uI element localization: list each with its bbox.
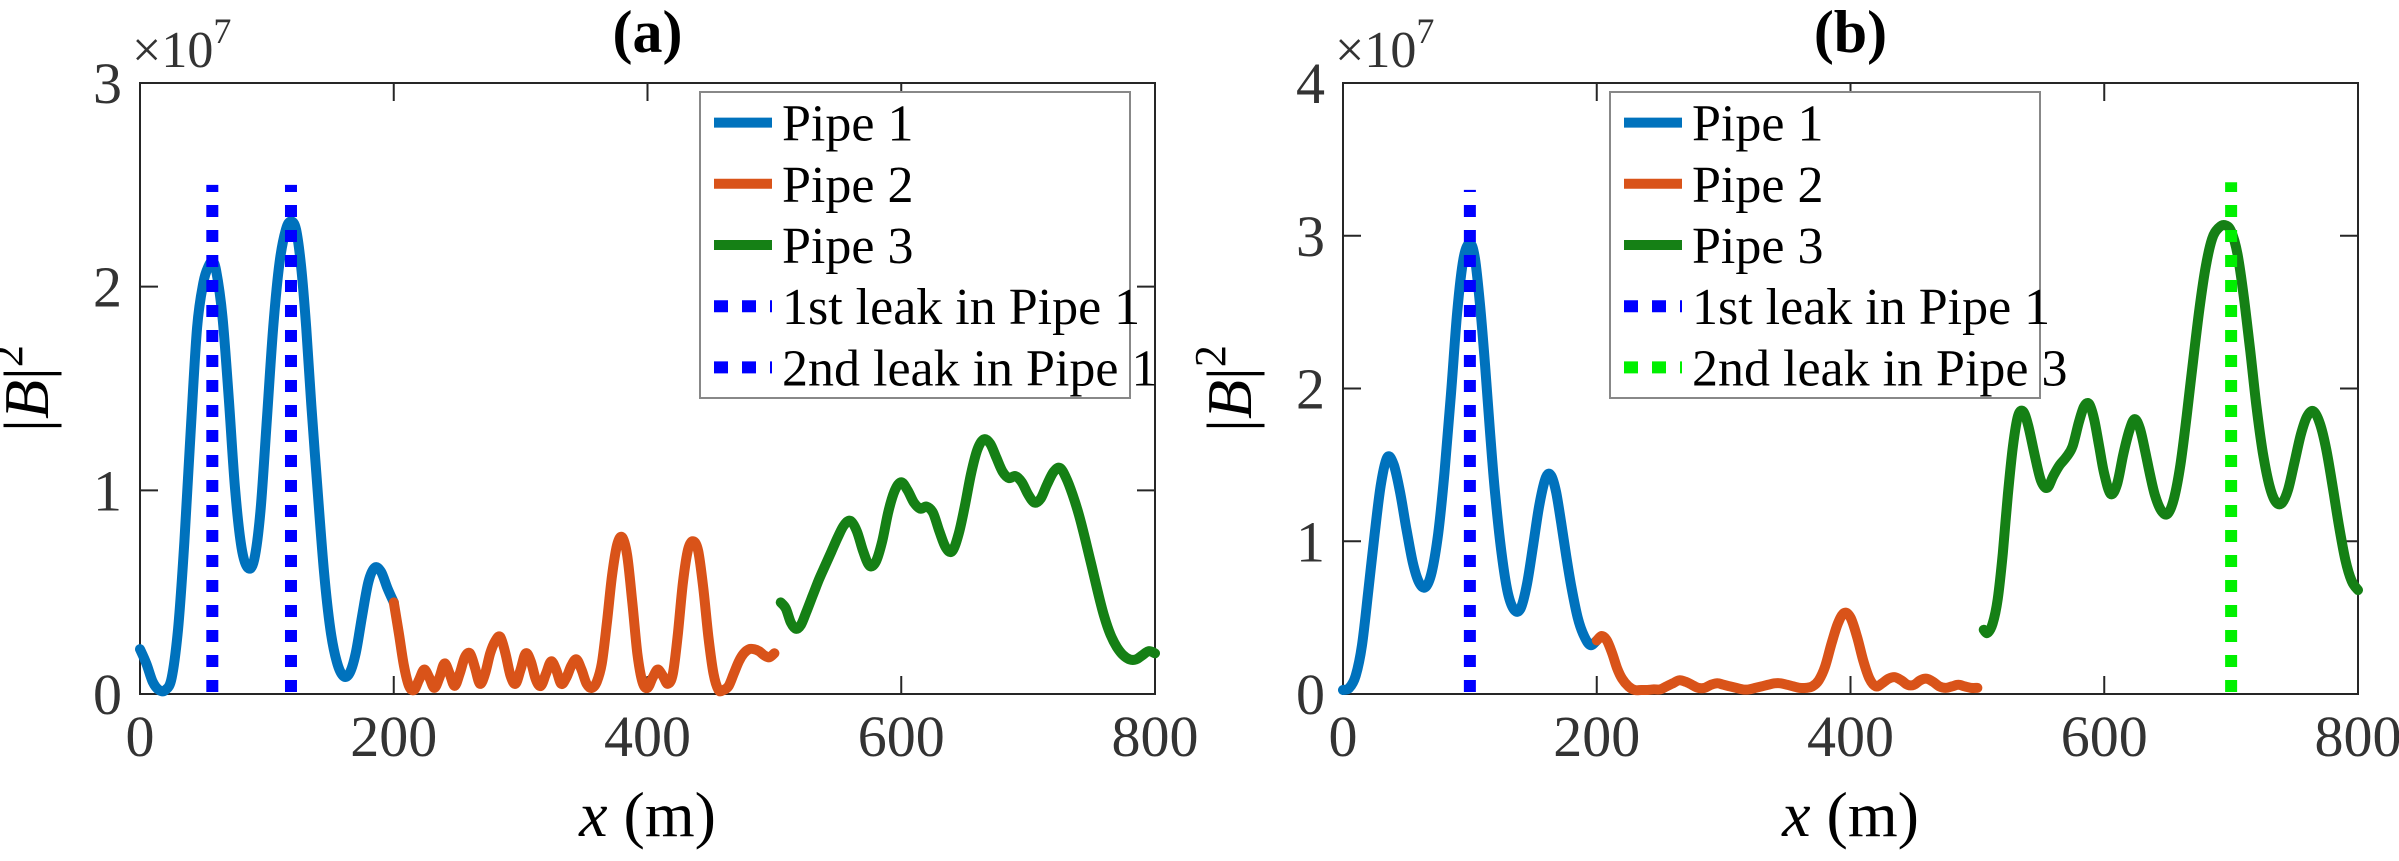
exponent-superscript: 7 xyxy=(213,11,231,51)
x-axis-label: x (m) xyxy=(1781,779,1919,850)
y-axis-label-superscript: 2 xyxy=(1186,345,1235,367)
y-axis-label: |B|2 xyxy=(0,345,62,432)
legend-item: 1st leak in Pipe 1 xyxy=(1624,279,2050,336)
legend-item-label: Pipe 1 xyxy=(1692,96,1823,153)
legend-item-label: Pipe 3 xyxy=(782,218,913,275)
y-tick-label: 1 xyxy=(93,458,122,523)
x-axis-label: x (m) xyxy=(578,779,716,850)
x-tick-label: 0 xyxy=(126,704,155,769)
panel-b: 0 200 400 600 800 0 1 2 3 4×107 (b) |B|2 x (m) Pipe 1… xyxy=(1186,0,2399,850)
exponent-superscript: 7 xyxy=(1416,11,1434,51)
y-axis-exponent-label: ×107 xyxy=(132,11,231,79)
legend-item-label: 1st leak in Pipe 1 xyxy=(1692,279,2050,336)
y-tick-label: 0 xyxy=(1296,662,1325,727)
y-axis-label-superscript: 2 xyxy=(0,345,32,367)
x-tick-label: 800 xyxy=(2315,704,2399,769)
legend-item: 2nd leak in Pipe 1 xyxy=(714,340,1158,397)
legend-item: Pipe 1 xyxy=(714,96,913,153)
x-tick-label: 600 xyxy=(858,704,945,769)
y-tick-label: 3 xyxy=(1296,204,1325,269)
x-tick-label: 800 xyxy=(1112,704,1199,769)
x-tick-label: 400 xyxy=(604,704,691,769)
y-axis-label-variable: B xyxy=(1194,380,1265,419)
x-axis-label-variable: x xyxy=(1781,779,1810,850)
legend-item: Pipe 3 xyxy=(1624,218,1823,275)
legend-item-label: Pipe 2 xyxy=(782,157,913,214)
legend-item-label: Pipe 2 xyxy=(1692,157,1823,214)
x-tick-label: 400 xyxy=(1807,704,1894,769)
y-axis-label: |B|2 xyxy=(1186,345,1265,432)
legend-item: Pipe 2 xyxy=(714,157,913,214)
x-tick-label: 200 xyxy=(1553,704,1640,769)
x-tick-label: 600 xyxy=(2061,704,2148,769)
y-tick-label: 0 xyxy=(93,662,122,727)
x-tick-label: 200 xyxy=(350,704,437,769)
y-tick-label: 2 xyxy=(1296,357,1325,422)
y-axis-exponent-label: ×107 xyxy=(1335,11,1434,79)
legend-item-label: Pipe 1 xyxy=(782,96,913,153)
legend-item: Pipe 2 xyxy=(1624,157,1823,214)
y-axis-label-variable: B xyxy=(0,380,62,419)
pipe-2-curve xyxy=(388,531,780,697)
legend-item: Pipe 1 xyxy=(1624,96,1823,153)
y-tick-label: 3 xyxy=(93,51,122,116)
legend-item-label: 2nd leak in Pipe 3 xyxy=(1692,340,2068,397)
legend-item-label: Pipe 3 xyxy=(1692,218,1823,275)
y-tick-label: 1 xyxy=(1296,509,1325,574)
legend-item: Pipe 3 xyxy=(714,218,913,275)
legend-item: 1st leak in Pipe 1 xyxy=(714,279,1140,336)
pipe-1-curve xyxy=(135,216,399,697)
legend-item: 2nd leak in Pipe 3 xyxy=(1624,340,2068,397)
pipe-3-curve xyxy=(775,434,1160,665)
y-tick-label: 2 xyxy=(93,255,122,320)
x-tick-label: 0 xyxy=(1329,704,1358,769)
legend-item-label: 1st leak in Pipe 1 xyxy=(782,279,1140,336)
panel-title: (a) xyxy=(613,0,683,65)
pipe-3-curve xyxy=(1978,219,2363,638)
x-axis-label-variable: x xyxy=(578,779,607,850)
pipe-2-curve xyxy=(1591,607,1983,696)
y-tick-label: 4 xyxy=(1296,51,1325,116)
panel-title: (b) xyxy=(1814,0,1887,65)
legend-item-label: 2nd leak in Pipe 1 xyxy=(782,340,1158,397)
